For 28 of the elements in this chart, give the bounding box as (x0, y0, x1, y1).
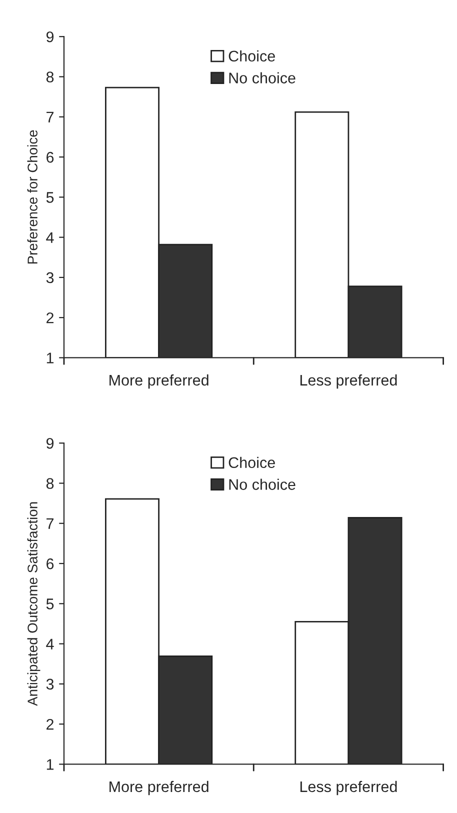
y-tick-label: 7 (46, 518, 54, 529)
x-tick-label: More preferred (110, 780, 208, 796)
y-tick-label: 1 (46, 759, 54, 770)
y-tick-label: 5 (46, 192, 54, 203)
y-tick-label: 2 (46, 312, 54, 324)
y-tick-label: 6 (46, 152, 54, 163)
y-tick-label: 8 (46, 478, 54, 489)
x-tick-label: Less preferred (300, 780, 397, 796)
y-tick-label: 9 (46, 438, 54, 449)
x-tick-label: More preferred (110, 374, 208, 389)
y-tick-label: 6 (46, 558, 54, 570)
y-tick-label: 9 (46, 31, 54, 42)
y-tick-label: 4 (46, 638, 54, 650)
legend-label: No choice (229, 72, 296, 84)
y-tick-label: 8 (46, 72, 54, 82)
y-tick-label: 5 (46, 598, 54, 610)
y-axis-title: Preference for Choice (27, 130, 38, 264)
y-tick-label: 3 (46, 678, 54, 690)
y-tick-label: 2 (46, 718, 54, 730)
y-axis-title: Anticipated Outcome Satisfaction (27, 502, 40, 706)
y-tick-label: 3 (46, 272, 54, 284)
legend-label: No choice (229, 478, 296, 490)
y-tick-label: 7 (46, 112, 54, 122)
y-tick-label: 1 (46, 352, 54, 364)
legend-label: Choice (228, 456, 275, 468)
legend-label: Choice (228, 50, 275, 62)
y-tick-label: 4 (46, 232, 54, 243)
x-tick-label: Less preferred (300, 374, 397, 389)
